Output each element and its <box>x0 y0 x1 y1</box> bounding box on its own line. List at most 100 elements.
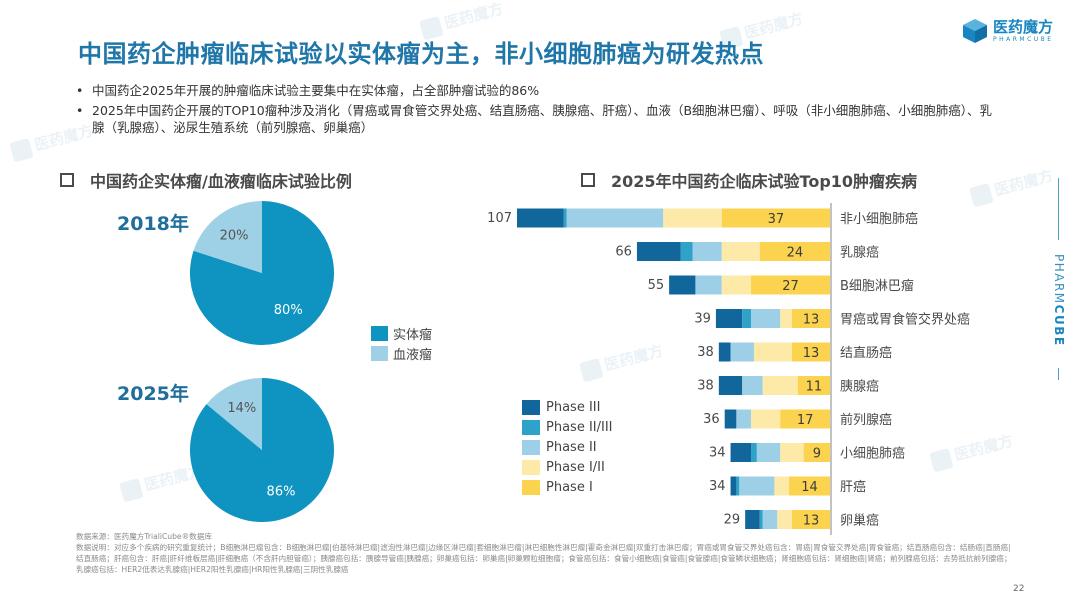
category-label: 胃癌或胃食管交界处癌 <box>840 312 970 328</box>
bar-segment-phase-i-ii <box>721 275 752 295</box>
legend-item-phase-ii: Phase II <box>522 437 613 457</box>
bar-segment-phase-i <box>780 409 830 429</box>
right-section-title-text: 2025年中国药企临床试验Top10肿瘤疾病 <box>611 172 918 191</box>
square-bullet-icon <box>581 173 595 187</box>
segment-value-label: 13 <box>803 346 820 361</box>
bar-segment-phase-iii <box>745 510 760 529</box>
bar-segment-phase-ii <box>692 242 722 261</box>
legend-swatch <box>522 459 540 475</box>
bar-legend: Phase III Phase II/III Phase II Phase I/… <box>522 397 613 497</box>
bar-total-label: 38 <box>697 345 714 360</box>
bar-segment-phase-i-ii <box>780 309 792 328</box>
legend-swatch <box>522 419 540 435</box>
bar-segment-phase-i <box>791 309 830 328</box>
bar-segment-phase-i <box>721 208 830 228</box>
legend-item-phase-ii-iii: Phase II/III <box>522 417 613 437</box>
bar-segment-phase-ii <box>730 342 754 362</box>
bar-total-label: 55 <box>648 278 665 293</box>
bar-segment-phase-i-ii <box>753 342 792 362</box>
side-brand-bold: CUBE <box>1052 304 1066 347</box>
bar-segment-phase-ii <box>742 376 763 395</box>
bar-segment-phase-iii <box>730 476 737 496</box>
category-label: 前列腺癌 <box>840 412 892 428</box>
segment-value-label: 13 <box>803 313 820 328</box>
category-label: 结直肠癌 <box>840 345 892 361</box>
footnote: 数据来源：医药魔方TrialiCube®数据库 数据说明：对应多个疾病的研究重复… <box>76 531 1016 575</box>
bar-segment-phase-i <box>751 275 830 295</box>
bar-segment-phase-iii <box>724 409 737 429</box>
stacked-bar-chart: 37 107 非小细胞肺癌 24 66 乳腺癌 27 55 B细胞淋巴瘤 13 39 胃癌或胃食管交界… <box>487 203 970 535</box>
bar-segment-phase-ii-iii <box>742 309 752 328</box>
legend-item-phase-i: Phase I <box>522 477 613 497</box>
summary-bullets: 中国药企2025年开展的肿瘤临床试验主要集中在实体瘤，占全部肿瘤试验的86% 2… <box>76 82 996 139</box>
bar-segment-phase-i-ii <box>721 242 760 261</box>
legend-label: Phase I/II <box>546 459 605 475</box>
bar-segment-phase-i <box>791 342 830 362</box>
year-label-2018: 2018年 <box>117 213 189 235</box>
bar-segment-phase-i <box>803 443 830 462</box>
bar-segment-phase-iii <box>718 376 743 395</box>
bar-segment-phase-ii <box>751 309 781 328</box>
bar-segment-phase-i <box>789 476 830 496</box>
bar-segment-phase-iii <box>517 208 564 228</box>
legend-swatch <box>371 325 388 341</box>
segment-value-label: 17 <box>797 413 814 428</box>
bar-segment-phase-ii-iii <box>759 510 763 529</box>
logo-text-en: PHARMCUBE <box>993 35 1054 43</box>
segment-value-label: 9 <box>813 447 821 462</box>
side-brand-light: PHARM <box>1052 254 1066 305</box>
segment-value-label: 14 <box>801 480 818 495</box>
bar-segment-phase-ii-iii <box>563 208 567 228</box>
legend-label: Phase III <box>546 399 601 415</box>
bar-segment-phase-ii <box>762 510 778 529</box>
pie-charts: 80% 20% 86% 14% <box>190 201 334 522</box>
bar-total-label: 39 <box>694 312 711 327</box>
segment-value-label: 13 <box>803 514 820 529</box>
bar-segment-phase-i <box>791 510 830 529</box>
bar-segment-phase-ii <box>756 443 781 462</box>
bar-segment-phase-ii-iii <box>736 476 740 496</box>
bar-segment-phase-i <box>759 242 830 261</box>
pie-slice-blood-tumor <box>193 201 262 273</box>
bar-total-label: 66 <box>615 245 632 260</box>
page-title: 中国药企肿瘤临床试验以实体瘤为主，非小细胞肺癌为研发热点 <box>78 40 764 68</box>
legend-label: Phase II <box>546 439 597 455</box>
legend-item-phase-i-ii: Phase I/II <box>522 457 613 477</box>
bar-segment-phase-iii <box>715 309 743 328</box>
category-label: B细胞淋巴瘤 <box>840 278 914 294</box>
legend-swatch <box>522 399 540 415</box>
left-section-title-text: 中国药企实体瘤/血液瘤临床试验比例 <box>90 172 352 191</box>
right-section-title: 2025年中国药企临床试验Top10肿瘤疾病 <box>581 168 917 192</box>
bar-segment-phase-ii <box>739 476 775 496</box>
bar-total-label: 29 <box>724 513 741 528</box>
side-divider <box>1058 368 1059 380</box>
legend-swatch <box>522 479 540 495</box>
bar-segment-phase-ii-iii <box>751 443 757 462</box>
bar-total-label: 34 <box>709 446 726 461</box>
bar-total-label: 107 <box>487 211 512 226</box>
bar-segment-phase-i-ii <box>780 443 804 462</box>
bar-total-label: 34 <box>709 479 726 494</box>
bar-segment-phase-i-ii <box>751 409 781 429</box>
legend-swatch <box>371 345 388 361</box>
bar-segment-phase-iii <box>718 342 731 362</box>
side-divider <box>1058 178 1059 240</box>
bar-segment-phase-ii-iii <box>680 242 693 261</box>
bar-segment-phase-i-ii <box>762 376 798 395</box>
category-label: 非小细胞肺癌 <box>840 211 918 227</box>
bar-segment-phase-i <box>797 376 830 395</box>
category-label: 胰腺癌 <box>840 379 879 395</box>
legend-label: 实体瘤 <box>393 327 433 343</box>
bar-segment-phase-iii <box>636 242 681 261</box>
category-label: 乳腺癌 <box>840 245 879 261</box>
bar-segment-phase-i-ii <box>774 476 790 496</box>
pie-value-label: 86% <box>267 484 296 499</box>
bar-total-label: 36 <box>703 412 720 427</box>
logo-text-cn: 医药魔方 <box>993 17 1054 36</box>
legend-label: Phase II/III <box>546 419 613 435</box>
bar-segment-phase-iii <box>730 443 752 462</box>
segment-value-label: 27 <box>782 279 799 294</box>
legend-label: Phase I <box>546 479 593 495</box>
pie-value-label: 80% <box>274 303 303 318</box>
left-section-title: 中国药企实体瘤/血液瘤临床试验比例 <box>60 168 352 192</box>
